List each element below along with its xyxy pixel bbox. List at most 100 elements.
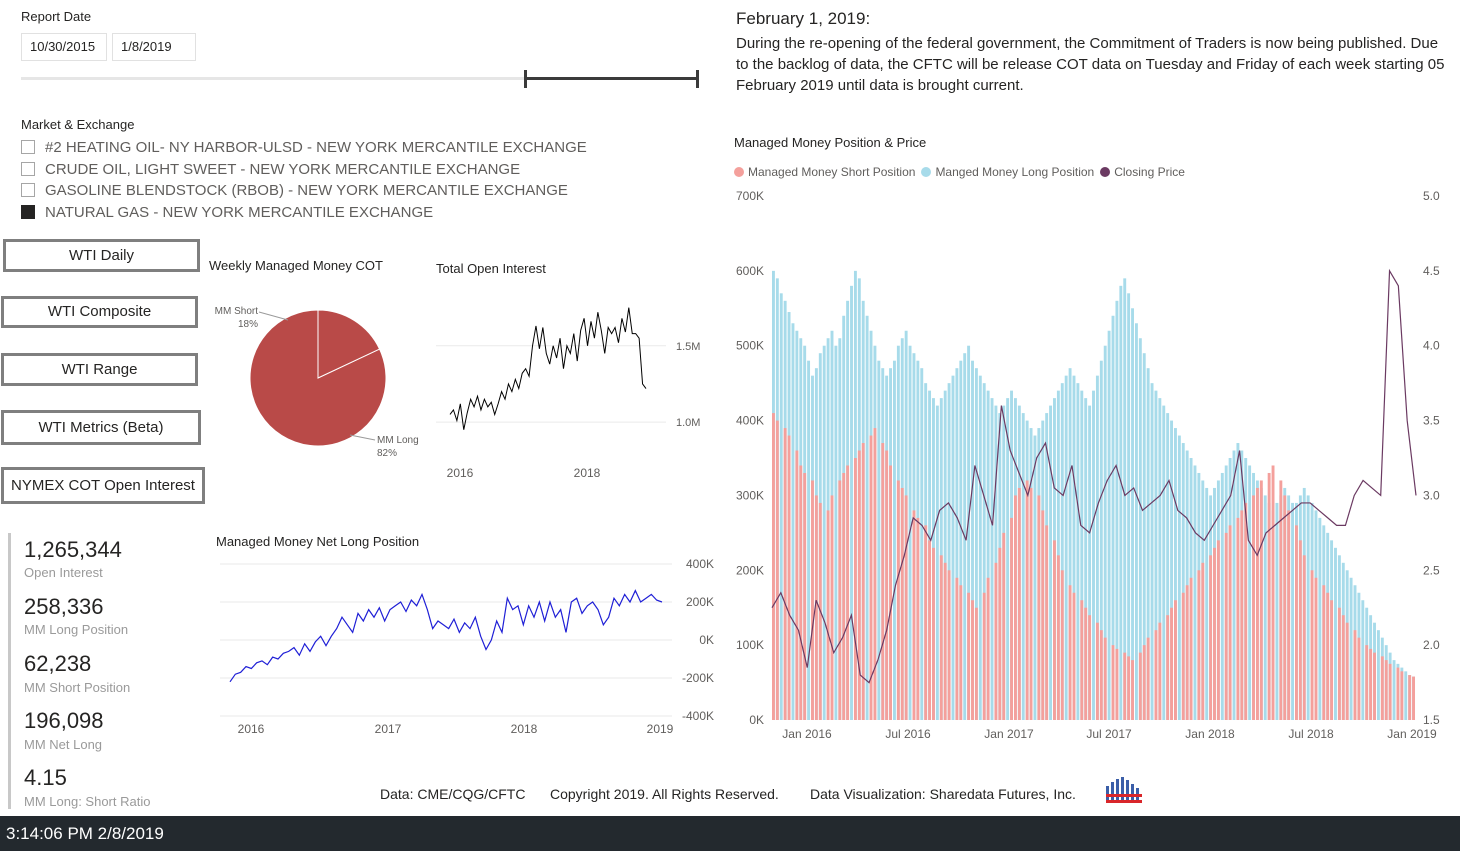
legend-item-price[interactable]: Closing Price	[1100, 165, 1185, 179]
pie-slice-mm-short[interactable]	[317, 309, 381, 379]
mm-long-bar	[1111, 315, 1115, 720]
wti-composite-button[interactable]: WTI Composite	[1, 296, 198, 328]
footer-visualization: Data Visualization: Sharedata Futures, I…	[810, 786, 1076, 802]
mm-short-bar	[1412, 676, 1415, 720]
mm-short-bar	[1029, 487, 1033, 720]
mm-x-tick: Jul 2016	[885, 727, 931, 741]
mm-short-bar	[900, 487, 904, 720]
date-slider-end-handle[interactable]	[696, 70, 699, 88]
mm-short-bar	[1080, 600, 1084, 720]
mm-short-bar	[814, 495, 818, 720]
mm-long-bar	[822, 345, 826, 720]
market-item[interactable]: GASOLINE BLENDSTOCK (RBOB) - NEW YORK ME…	[21, 180, 568, 200]
checkbox[interactable]	[21, 162, 35, 176]
market-item[interactable]: #2 HEATING OIL- NY HARBOR-ULSD - NEW YOR…	[21, 137, 587, 157]
mm-long-bar	[1095, 375, 1099, 720]
mm-short-bar	[857, 450, 861, 720]
legend-item-long[interactable]: Manged Money Long Position	[921, 165, 1094, 179]
mm-short-bar	[1181, 592, 1185, 720]
mm-x-tick: Jan 2018	[1185, 727, 1235, 741]
mm-long-bar	[1142, 353, 1146, 720]
mm-short-bar	[1174, 600, 1177, 720]
mm-short-bar	[1330, 600, 1334, 720]
mm-short-bar	[1408, 675, 1412, 720]
mm-short-bar	[787, 435, 791, 720]
mm-long-bar	[1103, 345, 1107, 720]
mm-short-bar	[873, 428, 877, 720]
mm-long-bar	[892, 360, 896, 720]
mm-short-bar	[1060, 570, 1064, 720]
mm-short-bar	[775, 420, 779, 720]
open-interest-label: Open Interest	[24, 565, 103, 580]
mm-long-bar	[1193, 465, 1197, 720]
mm-long-bar	[1263, 495, 1267, 720]
mm-long-bar	[982, 383, 986, 720]
pie-label-long-name: MM Long	[377, 435, 419, 446]
mm-long-bar	[1056, 390, 1060, 720]
market-item[interactable]: NATURAL GAS - NEW YORK MERCANTILE EXCHAN…	[21, 202, 433, 222]
mm-short-bar	[830, 495, 834, 720]
mm-long-bar	[1248, 465, 1252, 720]
mm-short-bar	[772, 413, 775, 720]
footer-copyright: Copyright 2019. All Rights Reserved.	[550, 786, 779, 802]
mm-long-bar	[978, 375, 982, 720]
mm-short-bar	[1240, 510, 1244, 720]
ratio-value: 4.15	[24, 765, 67, 790]
oi-series-line	[449, 307, 647, 430]
kpi-divider	[8, 533, 11, 809]
mm-long-bar	[1205, 487, 1209, 720]
mm-short-bar	[1314, 577, 1318, 720]
mm-long-bar	[1068, 368, 1072, 720]
wti-metrics-button[interactable]: WTI Metrics (Beta)	[1, 410, 201, 445]
mm-y2-tick: 5.0	[1423, 189, 1440, 203]
mm-short-bar	[1209, 555, 1213, 720]
mm-long-bar	[1404, 671, 1408, 720]
mm-short-bar	[1025, 480, 1029, 720]
net-y-tick: 400K	[686, 557, 714, 571]
market-item[interactable]: CRUDE OIL, LIGHT SWEET - NEW YORK MERCAN…	[21, 159, 520, 179]
mm-y2-tick: 2.5	[1423, 563, 1440, 577]
pie-label-short-name: MM Short	[215, 306, 259, 317]
checkbox[interactable]	[21, 183, 35, 197]
mm-short-bar	[1384, 660, 1388, 720]
legend-item-short[interactable]: Managed Money Short Position	[734, 165, 915, 179]
mm-y-tick: 400K	[736, 414, 764, 428]
mm-long-bar	[935, 405, 939, 720]
mm-y-tick: 0K	[749, 713, 764, 727]
mm-short-bar	[838, 480, 842, 720]
mm-long-bar	[943, 390, 947, 720]
mm-long-bar	[1099, 360, 1103, 720]
mm-short-bar	[889, 465, 892, 720]
mm-long-label: MM Long Position	[24, 622, 129, 637]
mm-short-bar	[1056, 555, 1060, 720]
mm-position-price-chart: 0K 100K 200K 300K 400K 500K 600K 700K 1.5 2.0 2.5 3…	[736, 189, 1440, 741]
mm-long-bar	[990, 398, 994, 720]
mm-long-bar	[1166, 413, 1170, 720]
mm-short-bar	[1252, 495, 1255, 720]
checkbox[interactable]	[21, 140, 35, 154]
nymex-cot-button[interactable]: NYMEX COT Open Interest	[1, 467, 205, 504]
mm-short-bar	[1322, 585, 1326, 720]
mm-long-bar	[1306, 495, 1310, 720]
mm-short-bar	[994, 562, 998, 720]
mm-short-bar	[881, 443, 885, 720]
checkbox[interactable]	[21, 205, 35, 219]
end-date-input[interactable]: 1/8/2019	[112, 33, 196, 61]
mm-long-bar	[1072, 375, 1076, 720]
mm-long-bar	[955, 368, 959, 720]
net-x-tick: 2018	[511, 722, 538, 736]
mm-short-bar	[1185, 585, 1189, 720]
start-date-input[interactable]: 10/30/2015	[21, 33, 107, 61]
mm-long-bar	[986, 390, 990, 720]
date-slider-start-handle[interactable]	[524, 70, 527, 88]
wti-range-button[interactable]: WTI Range	[1, 353, 198, 386]
mm-short-bar	[1037, 495, 1041, 720]
mm-short-bar	[1345, 622, 1349, 720]
mm-short-bar	[932, 547, 935, 720]
mm-long-bar	[1049, 405, 1053, 720]
mm-short-bar	[1357, 637, 1361, 720]
mm-short-bar	[783, 428, 787, 720]
mm-short-bar	[1123, 652, 1127, 720]
wti-daily-button[interactable]: WTI Daily	[3, 239, 200, 272]
date-slider-track[interactable]	[21, 77, 699, 80]
